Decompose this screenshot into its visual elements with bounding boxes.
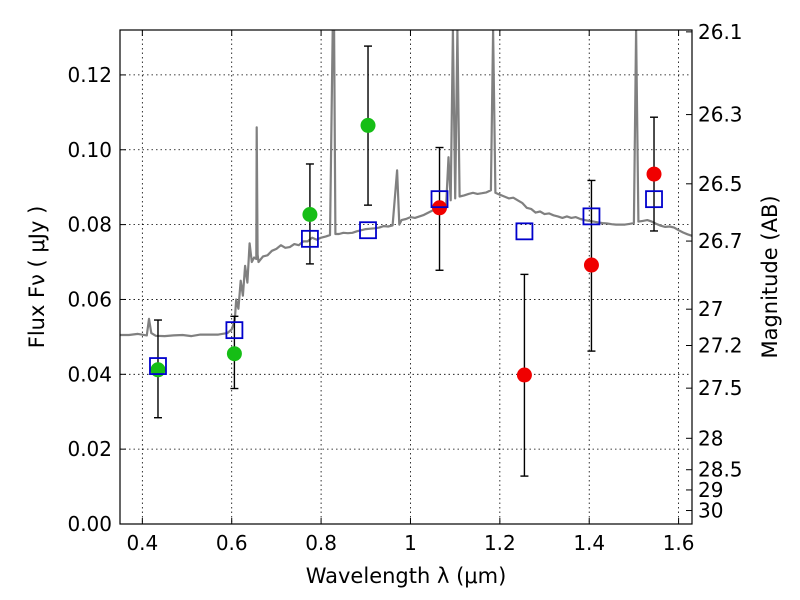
y-tick-label: 0.08 [67,213,112,237]
spectrum-line [120,30,692,338]
x-axis-label: Wavelength λ (μm) [306,564,507,588]
plot-frame [119,29,693,525]
model-point-square [301,229,319,248]
data-point-circle [226,346,242,362]
x-tick-label: 1.2 [484,531,516,555]
model-point-square [515,222,534,241]
model-point-square [645,190,663,209]
model-point-square [225,321,244,340]
right-axis-tick-label: 27.5 [698,376,743,400]
data-markers [149,117,663,383]
spectrum-layer [120,30,692,338]
model-point-square [359,221,377,240]
right-axis-tick-label: 27 [698,297,723,321]
y-tick-label: 0.04 [67,362,112,386]
right-axis-tick-label: 27.2 [698,333,743,357]
x-tick-label: 0.6 [216,531,248,555]
y-axis-label-right: Magnitude (AB) [758,195,782,358]
model-point-square [430,190,449,209]
y-tick-label: 0.10 [67,138,112,162]
data-point-circle [150,362,166,378]
right-axis-tick-label: 28 [698,426,723,450]
model-point-square [149,357,167,375]
right-axis-tick-label: 28.5 [698,458,743,482]
x-tick-label: 0.4 [126,531,158,555]
right-axis-tick-label: 29 [698,478,723,502]
right-axis-tick-label: 26.5 [698,172,743,196]
y-tick-label: 0.12 [67,63,112,87]
x-tick-label: 1.6 [663,531,695,555]
model-point-square [582,207,601,226]
data-point-circle [516,367,532,383]
x-tick-label: 1.4 [573,531,605,555]
y-tick-label: 0.06 [67,287,112,311]
y-axis-label-left: Flux Fν ( μJy ) [25,206,49,349]
right-axis-tick-label: 30 [698,499,723,523]
axis-ticks: 0.4 0.6 0.8 1 1.2 1.4 1.6 0.00 0.02 0.04 0.06 0.08 0… [67,20,742,555]
data-point-circle [302,207,318,223]
right-axis-tick-label: 26.3 [698,103,743,127]
y-tick-label: 0.00 [67,512,112,536]
data-point-circle [583,257,599,273]
data-point-circle [646,166,662,182]
right-axis-tick-label: 26.1 [698,20,743,44]
x-tick-label: 1 [404,531,417,555]
y-tick-label: 0.02 [67,437,112,461]
right-axis-tick-label: 26.7 [698,229,743,253]
x-tick-label: 0.8 [305,531,337,555]
data-point-circle [360,117,376,133]
